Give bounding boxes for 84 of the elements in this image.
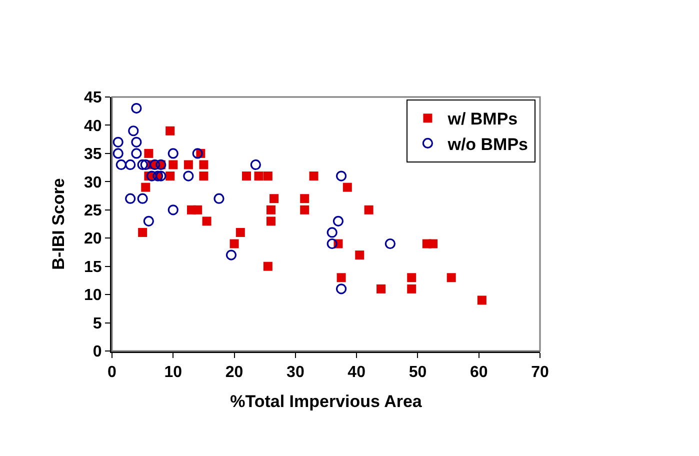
y-tick-label: 10 (84, 287, 102, 304)
legend-label: w/o BMPs (446, 134, 528, 154)
point (166, 172, 175, 181)
point (112, 136, 124, 148)
point (428, 239, 438, 248)
point (300, 205, 310, 214)
point (116, 159, 126, 170)
y-axis-title: B-IBI Score (49, 178, 68, 270)
point (199, 160, 208, 170)
point (128, 126, 139, 136)
point (131, 148, 142, 159)
point (140, 159, 151, 170)
point (184, 160, 193, 170)
y-tick-label: 45 (84, 90, 102, 107)
point (376, 284, 386, 294)
x-axis-title: %Total Impervious Area (230, 392, 422, 412)
point (364, 205, 374, 214)
point (309, 172, 318, 181)
point (168, 160, 178, 170)
point (125, 159, 136, 170)
point (131, 136, 142, 148)
point (166, 126, 175, 136)
point (266, 205, 276, 214)
point (138, 228, 148, 237)
point (193, 205, 202, 214)
point (242, 172, 252, 181)
point (300, 194, 310, 204)
point (263, 262, 272, 271)
x-tick-label: 70 (531, 364, 549, 382)
point (446, 273, 456, 282)
point (112, 148, 124, 159)
x-tick-label: 40 (348, 364, 366, 382)
point (214, 193, 224, 204)
point (144, 148, 154, 158)
y-tick-label: 30 (84, 174, 102, 192)
point (336, 170, 347, 182)
point (137, 193, 148, 204)
y-tick-label: 35 (84, 146, 102, 164)
point (326, 227, 338, 238)
point (336, 284, 347, 294)
point (384, 238, 396, 250)
point (326, 238, 338, 250)
y-tick-label: 5 (92, 315, 102, 332)
y-tick-label: 25 (84, 202, 102, 220)
point (266, 216, 276, 226)
point (150, 159, 160, 170)
y-tick-label: 0 (92, 344, 102, 361)
point (183, 170, 194, 182)
point (407, 284, 416, 294)
point (336, 273, 346, 282)
x-tick-label: 30 (286, 364, 304, 382)
point (236, 228, 245, 237)
point (137, 159, 148, 170)
point (125, 193, 136, 204)
point (141, 182, 150, 192)
x-tick-label: 10 (164, 364, 182, 382)
point (355, 250, 364, 260)
x-tick-label: 50 (408, 364, 427, 382)
point (263, 172, 272, 181)
y-tick-label: 40 (84, 118, 102, 135)
x-tick-label: 20 (225, 364, 244, 382)
point (477, 296, 486, 305)
x-tick-label: 0 (108, 364, 117, 382)
point (254, 172, 264, 181)
point (168, 204, 178, 216)
point (250, 159, 261, 170)
legend-label: w/ BMPs (446, 110, 518, 129)
point (230, 239, 239, 248)
x-tick-label: 60 (470, 364, 488, 382)
point (407, 273, 416, 282)
point (226, 250, 237, 260)
point (131, 102, 142, 114)
point (199, 172, 208, 181)
point (156, 170, 166, 182)
point (202, 216, 212, 226)
point (342, 182, 352, 192)
y-tick-label: 15 (84, 258, 102, 276)
point (332, 216, 344, 226)
point (168, 148, 178, 159)
point (146, 170, 158, 182)
point (270, 194, 279, 204)
point (192, 148, 203, 159)
point (143, 216, 154, 226)
y-tick-label: 20 (84, 230, 102, 248)
